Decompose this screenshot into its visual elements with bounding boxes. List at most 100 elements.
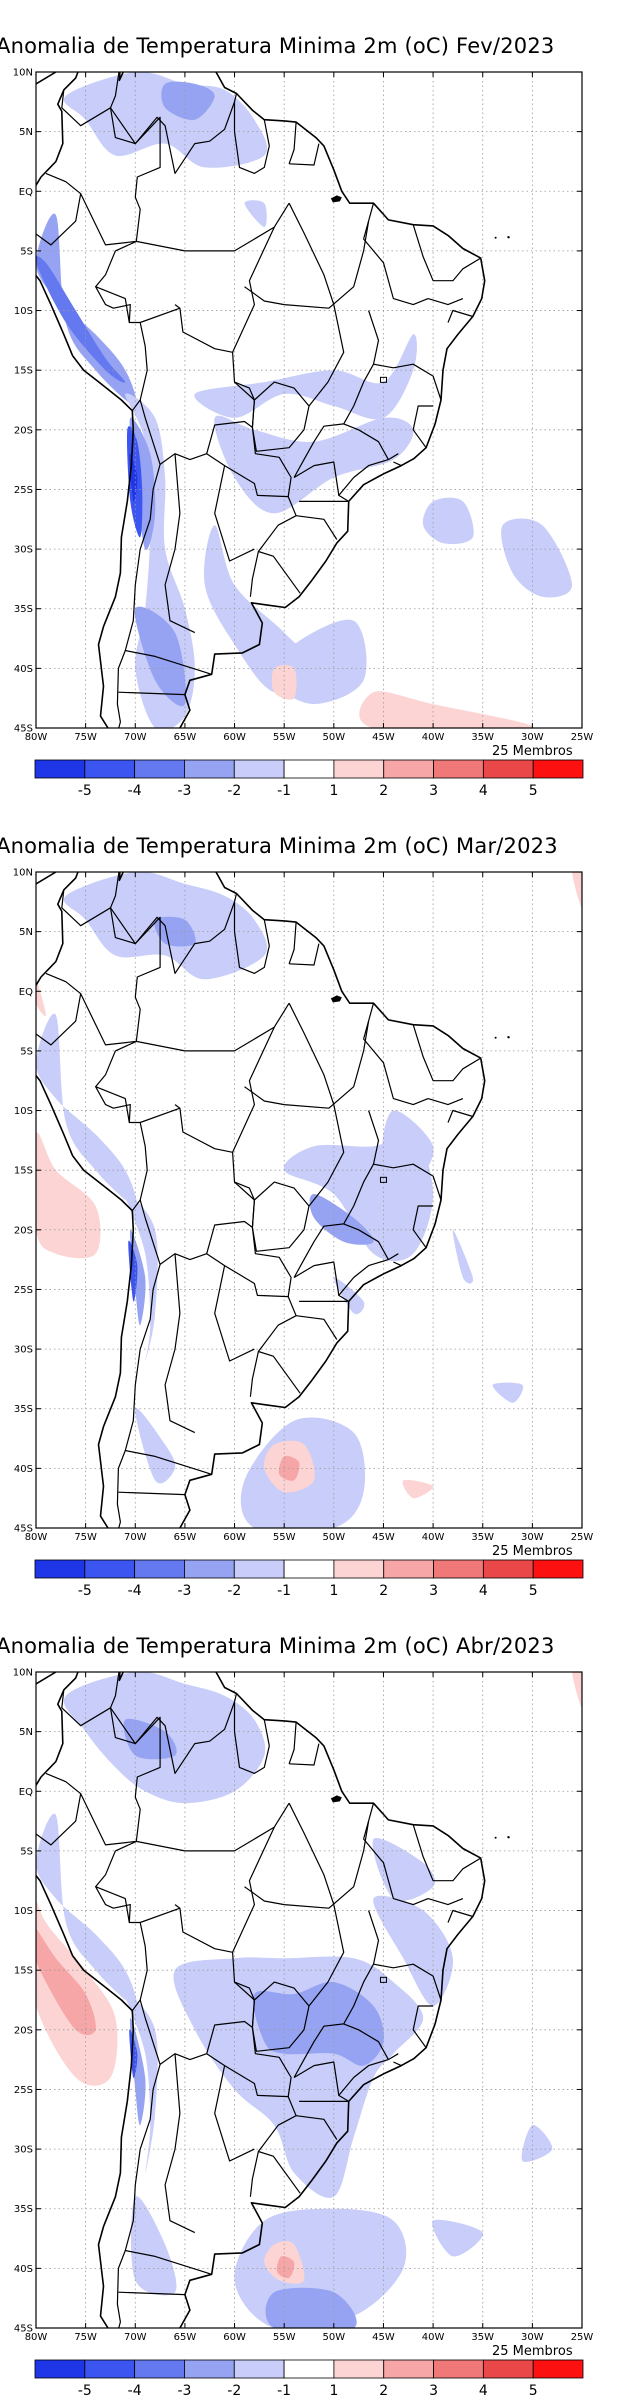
political-border (288, 202, 345, 407)
lat-tick-label: 5N (19, 127, 33, 138)
lat-tick-label: 40S (14, 1464, 33, 1475)
island (507, 1035, 510, 1039)
colorbar-swatch (134, 2359, 185, 2379)
lon-tick-label: 40W (422, 1532, 445, 1543)
anomaly-region (402, 1479, 434, 1499)
gridlines (36, 72, 582, 728)
island (507, 235, 510, 239)
political-border (363, 1003, 429, 1106)
political-border (233, 101, 270, 174)
anomaly-region (125, 1993, 158, 2173)
political-border (118, 2291, 185, 2296)
map-title: Anomalia de Temperatura Minima 2m (oC) F… (0, 34, 555, 58)
political-border (447, 1909, 473, 1923)
lat-tick-label: 5S (20, 1846, 33, 1857)
political-border (125, 1449, 212, 1475)
colorbar-swatch (482, 2359, 534, 2379)
island (330, 1795, 342, 1803)
colorbar-swatch (184, 1559, 235, 1579)
political-border (447, 1109, 473, 1123)
lat-tick-label: 10N (13, 68, 33, 79)
political-border (36, 193, 82, 246)
lat-tick-label: 45S (14, 724, 33, 735)
political-border (293, 1163, 375, 1278)
colorbar-swatch (34, 759, 86, 779)
colorbar: -5 -4 -3 -2 -1 1 2 3 4 5 (34, 759, 584, 799)
lat-tick-label: EQ (19, 187, 33, 198)
anomaly-shading (36, 72, 573, 728)
political-border (118, 1491, 185, 1496)
colorbar-swatch (84, 2359, 136, 2379)
colorbar-swatch (333, 1559, 385, 1579)
lon-tick-label: 45W (372, 1532, 395, 1543)
colorbar-swatch (383, 2359, 434, 2379)
anomaly-region (134, 606, 186, 707)
political-border (174, 304, 181, 309)
map-frame (35, 71, 583, 729)
colorbar-label: -4 (128, 783, 142, 799)
lon-tick-label: 40W (422, 2332, 445, 2343)
lat-tick-label: 5N (19, 927, 33, 938)
colorbar-label: -5 (78, 1583, 92, 1599)
colorbar-swatch (184, 2359, 235, 2379)
coastline (36, 72, 57, 85)
island (494, 236, 497, 239)
political-border (125, 2249, 212, 2275)
lon-tick-label: 35W (471, 1532, 494, 1543)
lat-tick-label: 25S (14, 485, 33, 496)
political-border (109, 1672, 238, 1774)
anomaly-shading (36, 872, 582, 1528)
political-border (244, 286, 355, 309)
island (507, 1835, 510, 1839)
colorbar-label: -1 (277, 2383, 291, 2399)
political-border (412, 1205, 434, 1249)
political-border (233, 901, 270, 974)
lon-tick-label: 45W (372, 732, 395, 743)
colorbar-label: 3 (429, 1583, 438, 1599)
gridlines (36, 872, 582, 1528)
political-border (249, 2151, 259, 2197)
map-frame (35, 871, 583, 1529)
political-border (232, 226, 275, 353)
lon-tick-label: 75W (74, 1532, 97, 1543)
anomaly-region (333, 1277, 365, 1315)
colorbar-swatch (482, 1559, 534, 1579)
colorbar-swatch (333, 759, 385, 779)
lat-tick-label: 25S (14, 2085, 33, 2096)
political-border (293, 2061, 340, 2096)
anomaly-region (129, 2029, 138, 2079)
lon-tick-label: 40W (422, 732, 445, 743)
colorbar-label: 1 (329, 783, 338, 799)
colorbar-swatch (433, 2359, 484, 2379)
political-border (251, 1181, 310, 1252)
colorbar-swatch (383, 1559, 434, 1579)
political-border (116, 1264, 161, 1528)
political-border (368, 1110, 442, 1201)
political-border (427, 298, 464, 306)
lat-tick-label: 15S (14, 366, 33, 377)
island (330, 995, 342, 1003)
colorbar-swatch (482, 759, 534, 779)
lon-tick-label: 25W (571, 732, 594, 743)
colorbar-swatch (134, 1559, 185, 1579)
map-title: Anomalia de Temperatura Minima 2m (oC) M… (0, 834, 558, 858)
anomaly-region (271, 665, 297, 700)
colorbar-swatch (433, 1559, 484, 1579)
lat-tick-label: 15S (14, 1966, 33, 1977)
political-border (244, 1086, 355, 1109)
lat-tick-label: 35S (14, 604, 33, 615)
lat-tick-label: 5S (20, 246, 33, 257)
colorbar-label: 4 (479, 2383, 488, 2399)
lat-tick-label: 10N (13, 1668, 33, 1679)
lon-tick-label: 55W (273, 1532, 296, 1543)
colorbar-swatch (283, 2359, 335, 2379)
political-border (234, 381, 255, 401)
anomaly-region (36, 1013, 137, 1206)
political-border (296, 2115, 338, 2140)
coastlines-borders (36, 72, 510, 728)
anomaly-region (125, 1193, 158, 1362)
lon-tick-label: 35W (471, 732, 494, 743)
lon-tick-label: 65W (174, 2332, 197, 2343)
political-border (353, 221, 370, 287)
